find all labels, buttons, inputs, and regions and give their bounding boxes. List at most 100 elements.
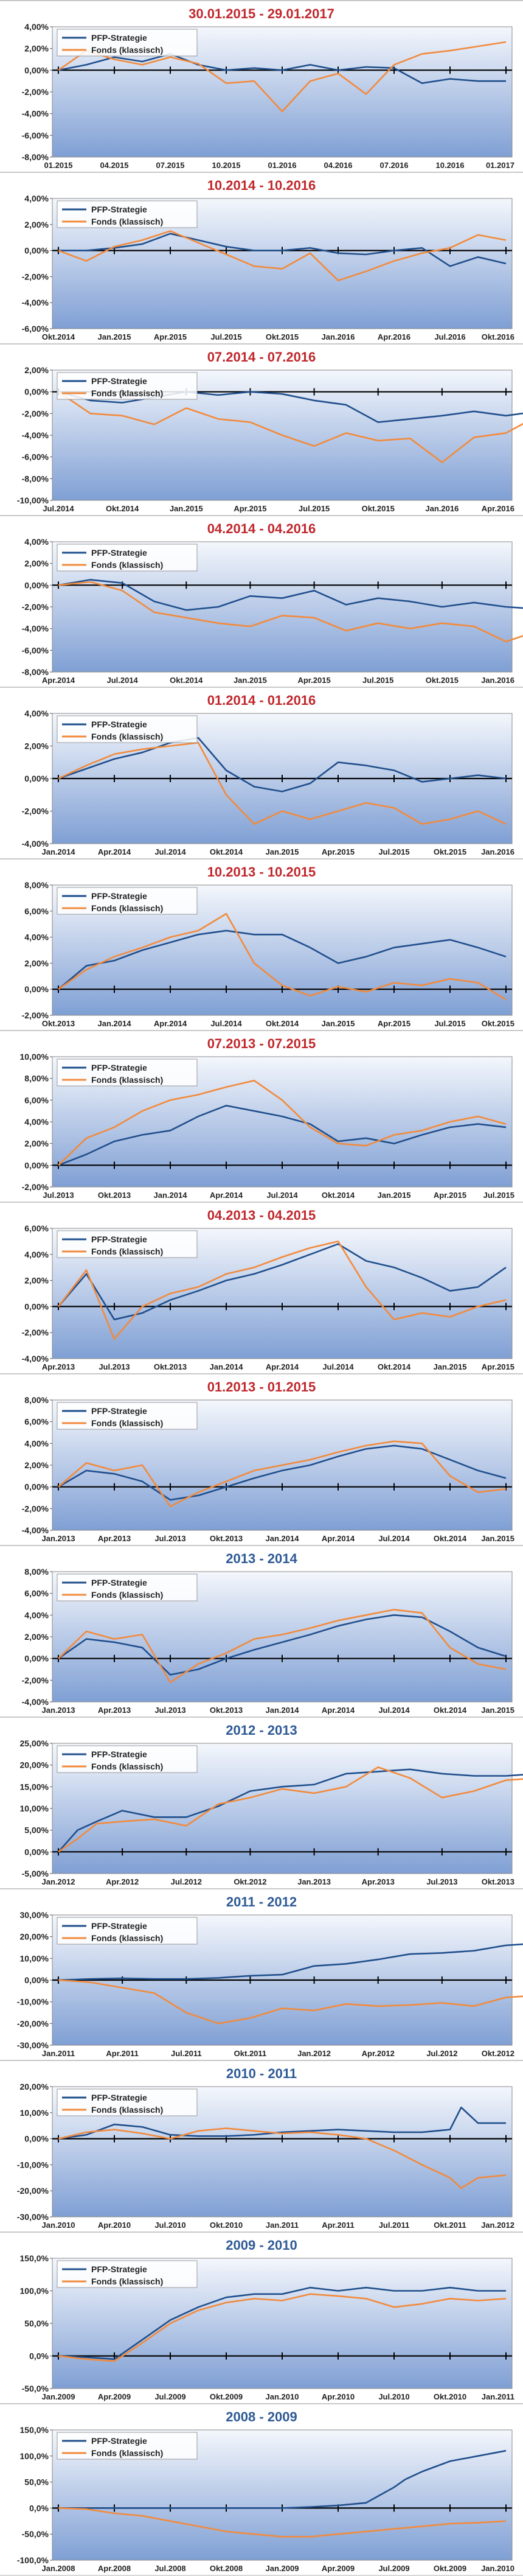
x-tick-label: Jan.2015	[98, 332, 131, 341]
x-tick-label: Jan.2010	[266, 2392, 299, 2401]
y-tick-label: 2,00%	[24, 1632, 49, 1642]
chart-title: 2013 - 2014	[226, 1551, 297, 1566]
y-tick-label: 0,00%	[24, 1847, 49, 1857]
y-tick-label: 2,00%	[24, 741, 49, 751]
chart-panel: 07.2014 - 07.2016 -10,00% -8,00% -6,00% -4,0…	[0, 343, 523, 515]
x-tick-label: Okt.2016	[482, 332, 514, 341]
y-tick-label: 0,00%	[24, 984, 49, 994]
y-tick-label: 2,00%	[24, 1139, 49, 1149]
x-tick-label: Jul.2014	[154, 847, 186, 856]
series-line-pfp-strategie	[58, 929, 507, 990]
y-tick-label: 2,00%	[24, 1276, 49, 1286]
x-tick-label: Jul.2013	[154, 1534, 185, 1543]
y-tick-label: -8,00%	[22, 667, 49, 677]
y-tick-label: 2,00%	[24, 365, 49, 375]
x-tick-label: Jul.2011	[171, 2049, 202, 2058]
x-tick-label: Jan.2014	[266, 1706, 300, 1715]
legend-label: PFP-Strategie	[91, 376, 147, 386]
chart-svg: -8,00% -6,00% -4,00% -2,00% 0,00% 2,00% 4,00% A…	[22, 537, 523, 685]
series-line-pfp-strategie	[58, 53, 506, 84]
x-tick-label: Apr.2009	[322, 2564, 355, 2573]
x-tick-label: Jul.2011	[379, 2221, 410, 2230]
x-tick-label: Apr.2015	[297, 676, 330, 685]
chart-title: 2008 - 2009	[226, 2409, 297, 2424]
x-tick-label: Apr.2014	[210, 1191, 243, 1200]
y-tick-label: -2,00%	[22, 1503, 49, 1513]
x-tick-label: Jul.2013	[154, 1706, 185, 1715]
chart-panel: 10.2013 - 10.2015 -2,00% 0,00% 2,00% 4,00% 6,…	[0, 858, 523, 1030]
legend-label: PFP-Strategie	[91, 205, 147, 214]
x-tick-label: Jan.2015	[266, 847, 299, 856]
y-tick-label: 10,00%	[20, 2108, 49, 2118]
x-tick-label: Jul.2014	[210, 1019, 242, 1028]
chart-title: 07.2014 - 07.2016	[207, 349, 316, 365]
y-tick-label: 8,00%	[24, 880, 49, 890]
legend-label: PFP-Strategie	[91, 2093, 147, 2102]
series-line-pfp-strategie	[58, 1614, 507, 1676]
legend-label: PFP-Strategie	[91, 1063, 147, 1073]
legend-box	[57, 1059, 198, 1087]
legend-label: Fonds (klassisch)	[91, 2277, 163, 2286]
x-tick-label: Jan.2014	[266, 1534, 300, 1543]
x-tick-label: Jan.2015	[481, 1706, 514, 1715]
y-tick-label: 8,00%	[24, 1074, 49, 1083]
chart-svg: -30,00% -20,00% -10,00% 0,00% 10,00% 20,00% 30…	[17, 1910, 523, 2058]
y-tick-label: -2,00%	[22, 408, 49, 418]
chart-svg: -5,00% 0,00% 5,00% 10,00% 15,00% 20,00% 25,00%…	[20, 1738, 523, 1886]
x-tick-label: Apr.2015	[322, 847, 355, 856]
y-tick-label: 25,00%	[20, 1738, 49, 1748]
legend-label: Fonds (klassisch)	[91, 1762, 163, 1771]
chart-title: 2010 - 2011	[226, 2066, 297, 2081]
x-tick-label: Jul.2015	[483, 1191, 514, 1200]
x-tick-label: Apr.2014	[266, 1362, 299, 1371]
y-tick-label: -4,00%	[22, 839, 49, 849]
x-tick-label: Jul.2013	[99, 1362, 130, 1371]
chart-title: 01.2014 - 01.2016	[207, 693, 316, 708]
y-tick-label: 10,00%	[20, 1804, 49, 1813]
legend-label: Fonds (klassisch)	[91, 1075, 163, 1085]
x-tick-label: 01.2016	[268, 161, 297, 170]
x-tick-label: Jan.2015	[481, 1534, 514, 1543]
legend-label: Fonds (klassisch)	[91, 1418, 163, 1428]
x-tick-label: Apr.2016	[482, 504, 514, 513]
chart-panel: 2012 - 2013 -5,00% 0,00% 5,00% 10,00% 15,00% 2…	[0, 1717, 523, 1888]
x-tick-label: Okt.2015	[426, 676, 459, 685]
legend-label: PFP-Strategie	[91, 2436, 147, 2446]
chart-svg: -4,00% -2,00% 0,00% 2,00% 4,00% 6,00% 8,00% Jan…	[22, 1567, 514, 1715]
y-tick-label: 4,00%	[24, 1117, 49, 1127]
legend-label: Fonds (klassisch)	[91, 1247, 163, 1256]
y-tick-label: -50,0%	[22, 2384, 49, 2393]
x-tick-label: Okt.2009	[210, 2392, 243, 2401]
y-tick-label: 0,00%	[24, 1654, 49, 1664]
series-line-fonds-klassisch	[58, 230, 507, 282]
chart-panel: 10.2014 - 10.2016 -6,00% -4,00% -2,00% 0,00%…	[0, 172, 523, 343]
x-tick-label: Apr.2014	[322, 1706, 355, 1715]
y-tick-label: -6,00%	[22, 452, 49, 462]
x-tick-label: Okt.2014	[170, 676, 203, 685]
legend-label: Fonds (klassisch)	[91, 732, 163, 741]
x-tick-label: Jan.2015	[434, 1362, 467, 1371]
y-tick-label: -5,00%	[22, 1869, 49, 1878]
y-tick-label: -50,0%	[22, 2529, 49, 2539]
y-tick-label: 0,00%	[24, 246, 49, 256]
x-tick-label: Jan.2008	[42, 2564, 75, 2573]
y-tick-label: 2,00%	[24, 559, 49, 569]
x-tick-label: Jul.2012	[426, 2049, 457, 2058]
series-line-pfp-strategie	[58, 1243, 507, 1321]
x-tick-label: 04.2016	[324, 161, 353, 170]
x-tick-label: Jan.2016	[425, 504, 459, 513]
y-tick-label: 4,00%	[24, 709, 49, 718]
x-tick-label: Okt.2012	[482, 2049, 514, 2058]
y-tick-label: -10,00%	[17, 495, 49, 505]
legend-label: Fonds (klassisch)	[91, 903, 163, 913]
x-tick-label: Jul.2014	[378, 1534, 410, 1543]
y-tick-label: -2,00%	[22, 87, 49, 97]
chart-title: 10.2013 - 10.2015	[207, 864, 316, 880]
legend-label: PFP-Strategie	[91, 1749, 147, 1759]
chart-title: 10.2014 - 10.2016	[207, 178, 316, 193]
legend-label: PFP-Strategie	[91, 2264, 147, 2274]
y-tick-label: 50,0%	[24, 2319, 49, 2328]
chart-svg: -100,0% -50,0% 0,0% 50,0% 100,0% 150,0% Jan.20…	[17, 2425, 514, 2573]
y-tick-label: -6,00%	[22, 324, 49, 334]
x-tick-label: Jan.2013	[297, 1877, 331, 1886]
